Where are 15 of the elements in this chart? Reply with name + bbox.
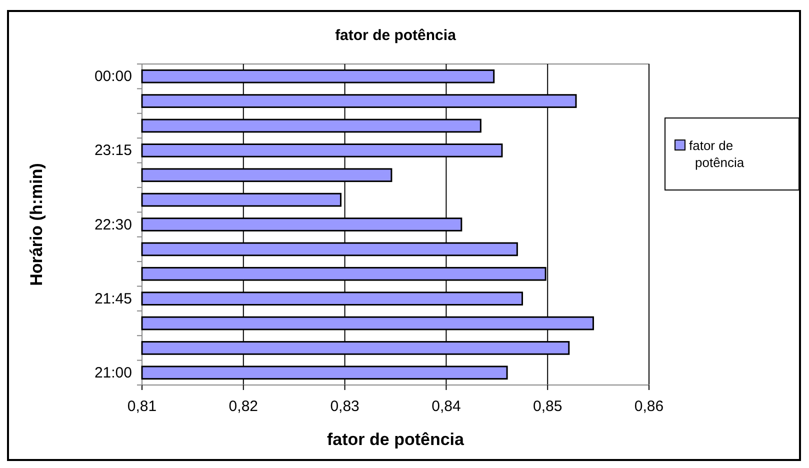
x-tick-label: 0,86 [634, 398, 664, 415]
y-tick-label: 00:00 [94, 68, 132, 86]
x-tick-label: 0,83 [330, 398, 360, 415]
y-tick-label: 21:00 [94, 364, 132, 382]
legend-label: fator de potência [689, 138, 745, 170]
x-tick-label: 0,82 [228, 398, 258, 415]
y-tick-label: 23:15 [94, 142, 132, 160]
x-tick-label: 0,84 [432, 398, 461, 415]
x-tick-label: 0,81 [127, 398, 157, 415]
x-tick-label: 0,85 [533, 398, 562, 415]
y-tick-label: 22:30 [94, 216, 132, 234]
y-tick-label: 21:45 [94, 290, 132, 308]
chart-title: fator de potência [335, 27, 457, 44]
x-axis-title: fator de potência [327, 430, 465, 449]
y-axis-title: Horário (h:min) [27, 163, 46, 286]
